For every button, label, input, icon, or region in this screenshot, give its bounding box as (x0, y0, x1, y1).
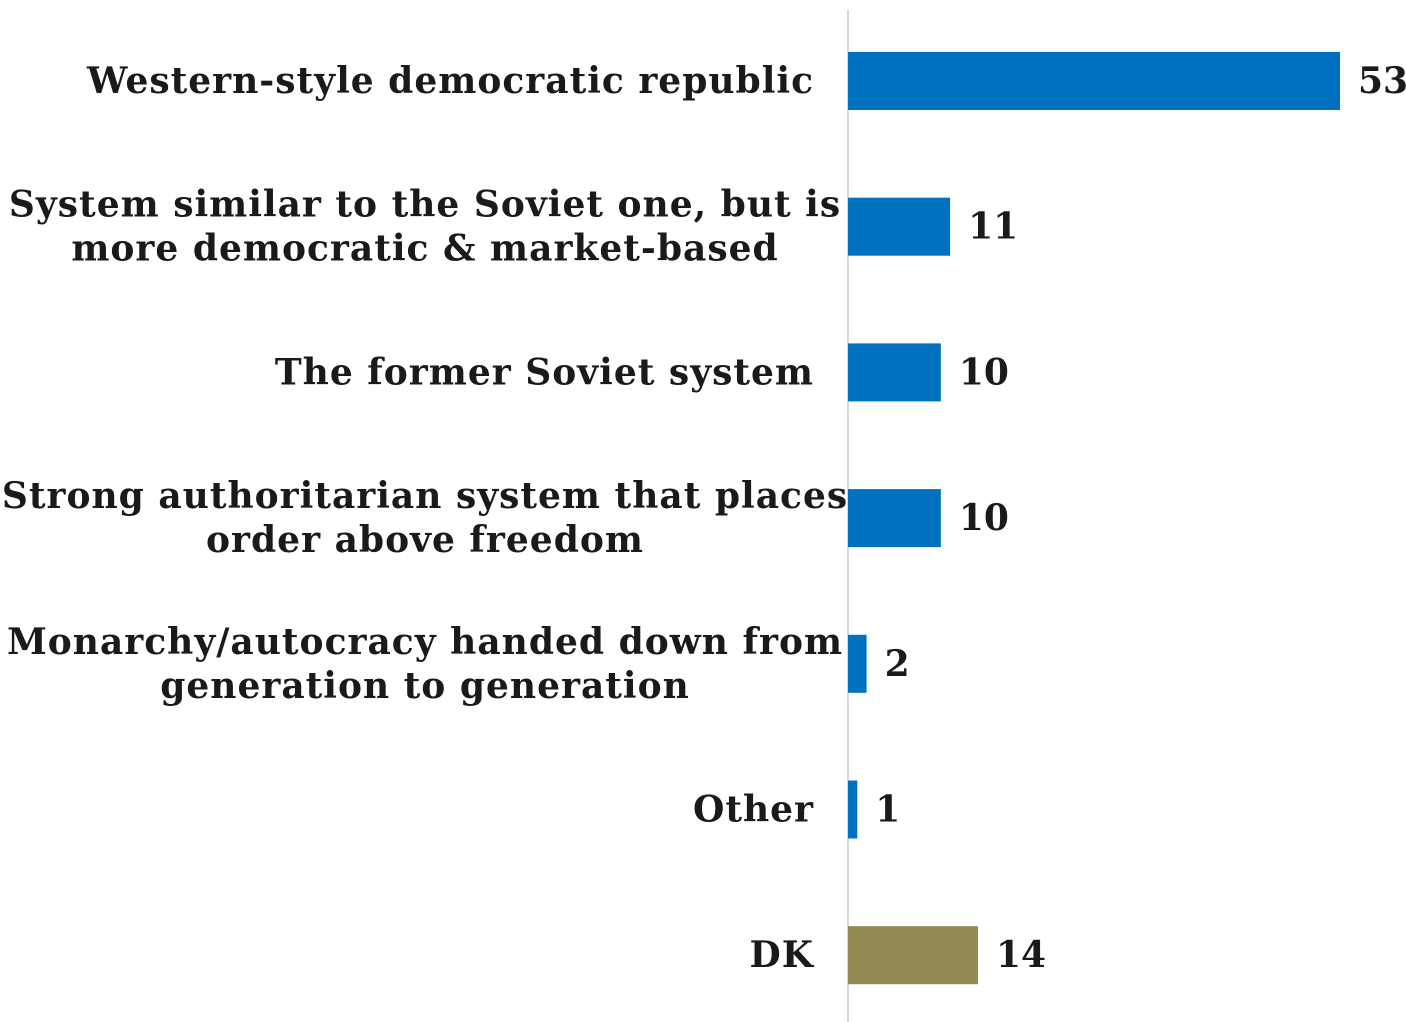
bar (848, 489, 941, 548)
bar (848, 52, 1340, 110)
bar (848, 926, 978, 985)
value-labels: 53 11 10 10 2 1 14 (875, 60, 1406, 976)
bars (848, 52, 1340, 985)
bar (848, 343, 941, 402)
category-label: The former Soviet system (275, 351, 814, 393)
category-label: Monarchy/autocracy handed down from gener… (7, 621, 843, 707)
category-label: DK (749, 934, 814, 976)
value-label: 10 (959, 497, 1009, 539)
bar (848, 197, 951, 256)
bar (848, 634, 867, 693)
value-label: 1 (875, 789, 900, 831)
value-label: 10 (959, 351, 1009, 393)
category-label: Western-style democratic republic (86, 60, 814, 102)
value-label: 14 (996, 934, 1046, 976)
category-label: Other (693, 789, 814, 831)
bar (848, 780, 858, 839)
value-label: 2 (885, 643, 910, 685)
category-label: System similar to the Soviet one, but is… (9, 184, 841, 270)
value-label: 11 (968, 206, 1018, 248)
value-label: 53 (1358, 60, 1406, 102)
category-labels: Western-style democratic republic System … (2, 60, 848, 976)
category-label: Strong authoritarian system that places o… (2, 475, 848, 561)
